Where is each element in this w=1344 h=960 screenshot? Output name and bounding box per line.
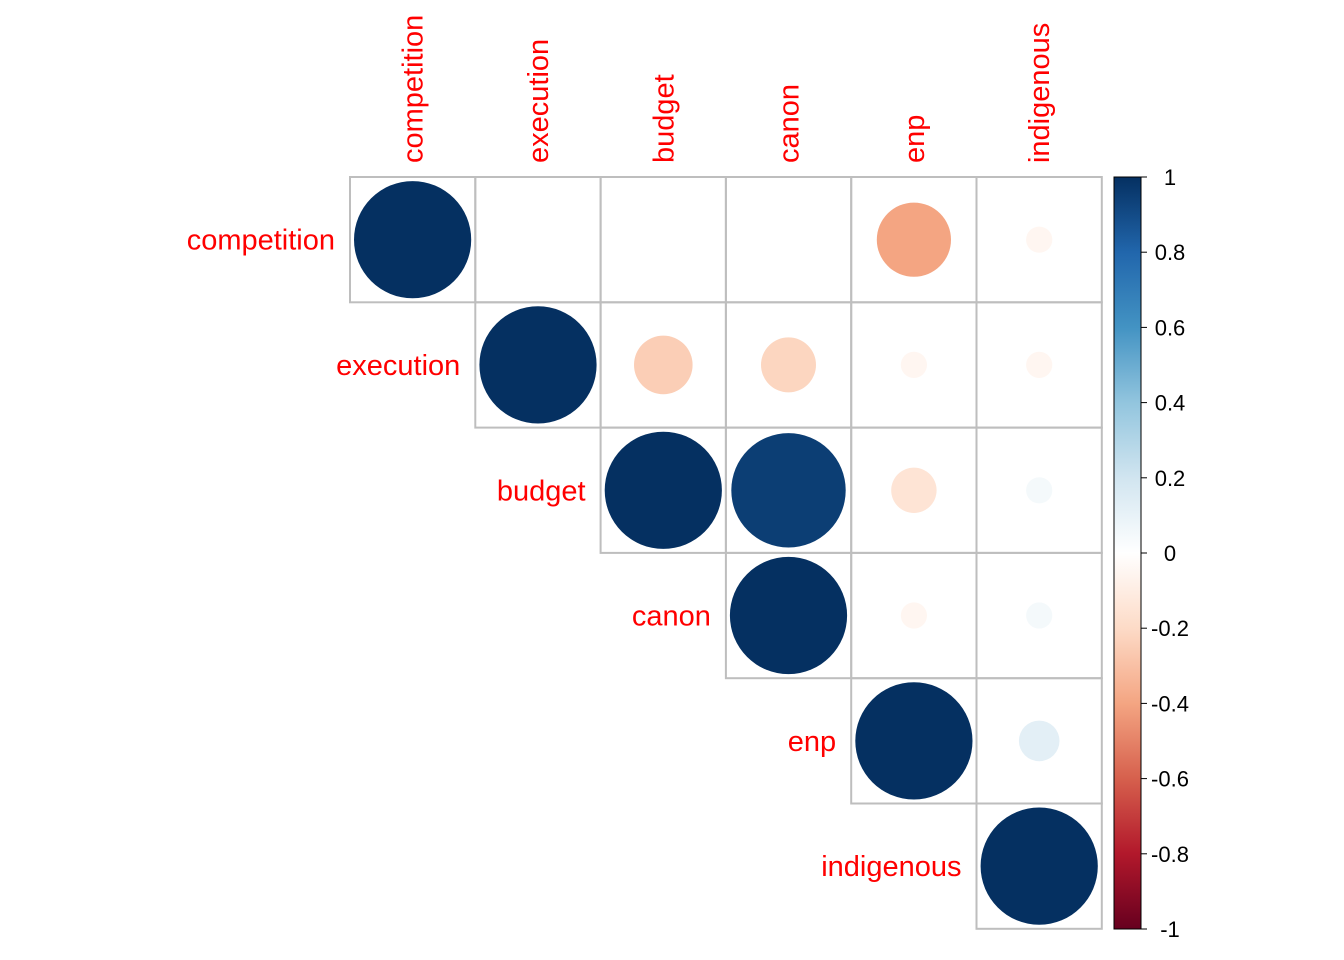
corr-circle-enp-indigenous: [1018, 720, 1060, 762]
corr-circle-budget-enp: [891, 467, 937, 513]
row-label-canon: canon: [632, 601, 711, 633]
column-label-canon: canon: [774, 84, 806, 163]
corr-circle-indigenous-indigenous: [980, 807, 1098, 925]
column-label-budget: budget: [648, 74, 680, 163]
row-label-budget: budget: [497, 475, 586, 507]
corr-circle-canon-indigenous: [1026, 602, 1053, 629]
corr-cell-indigenous-indigenous: [975, 802, 1103, 930]
legend-tick-label: 0.2: [1155, 466, 1186, 491]
corr-circle-budget-indigenous: [1026, 477, 1053, 504]
legend-tick-label: 0.6: [1155, 315, 1186, 340]
column-label-indigenous: indigenous: [1024, 23, 1056, 163]
column-label-competition: competition: [398, 15, 430, 163]
corr-circle-budget-canon: [731, 433, 846, 548]
corr-circle-enp-enp: [855, 682, 973, 800]
corr-circle-canon-canon: [729, 556, 848, 675]
corr-circle-execution-budget: [634, 335, 693, 395]
legend-tick-label: 1: [1164, 165, 1176, 190]
corr-cell-competition-execution: [474, 176, 602, 304]
legend-tick-label: -0.4: [1151, 691, 1189, 716]
color-legend-bar: [1113, 176, 1142, 930]
corr-circle-canon-enp: [900, 602, 928, 629]
legend-tick-label: -0.2: [1151, 616, 1189, 641]
row-label-competition: competition: [187, 225, 335, 257]
column-label-enp: enp: [899, 115, 931, 163]
color-legend: 1 0.8 0.6 0.4 0.2 0 -0.2 -0.4 -0.6 -0.8 -1: [1113, 165, 1189, 942]
row-label-indigenous: indigenous: [821, 851, 961, 883]
corr-circle-competition-competition: [354, 181, 472, 299]
legend-tick-label: 0: [1164, 541, 1176, 566]
legend-tick-label: -0.8: [1151, 842, 1189, 867]
row-labels: competition execution budget canon enp indige…: [187, 225, 962, 883]
corr-circle-execution-execution: [479, 306, 597, 424]
column-labels: competition execution budget canon enp indige…: [398, 15, 1057, 163]
legend-tick-label: 0.8: [1155, 240, 1186, 265]
corr-circle-competition-indigenous: [1026, 226, 1053, 253]
legend-tick-label: 0.4: [1155, 391, 1186, 416]
legend-tick-label: -1: [1160, 917, 1180, 942]
row-label-enp: enp: [788, 726, 836, 758]
corr-circle-budget-budget: [604, 431, 722, 549]
corr-circle-execution-canon: [761, 337, 816, 393]
legend-tick-label: -0.6: [1151, 767, 1189, 792]
corr-circle-execution-enp: [900, 351, 928, 378]
column-label-execution: execution: [523, 39, 555, 163]
corr-circle-competition-enp: [876, 202, 952, 277]
correlation-cells: [349, 176, 1103, 930]
corr-cell-competition-budget: [599, 176, 727, 304]
row-label-execution: execution: [336, 350, 460, 382]
color-legend-ticks: 1 0.8 0.6 0.4 0.2 0 -0.2 -0.4 -0.6 -0.8 -1: [1141, 165, 1189, 942]
corr-circle-execution-indigenous: [1026, 351, 1053, 378]
corr-cell-competition-canon: [724, 176, 853, 304]
